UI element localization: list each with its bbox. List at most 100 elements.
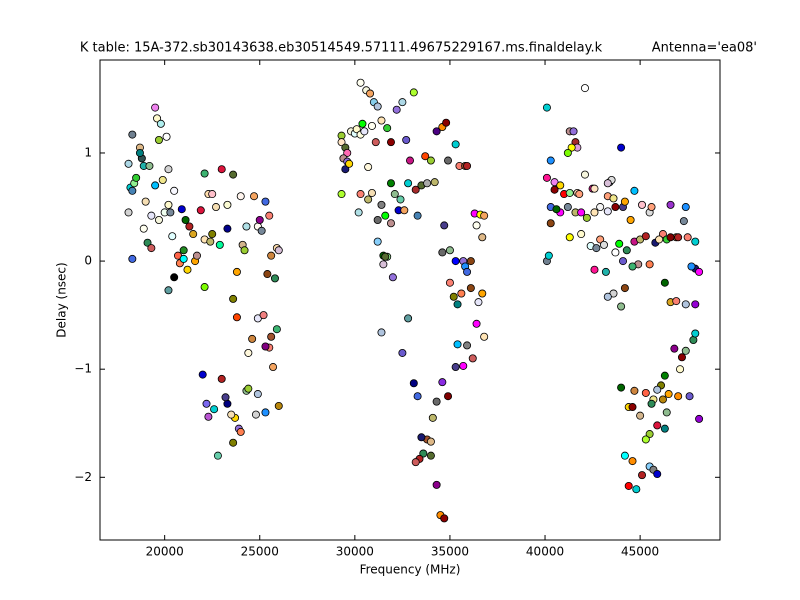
data-point	[421, 152, 430, 161]
data-point	[253, 390, 262, 399]
data-point	[154, 215, 163, 224]
data-point	[358, 119, 367, 128]
data-point	[223, 224, 232, 233]
data-point	[428, 413, 437, 422]
data-point	[691, 237, 700, 246]
data-point	[632, 485, 641, 494]
data-point	[198, 370, 207, 379]
data-point	[423, 179, 432, 188]
data-point	[386, 179, 395, 188]
data-point	[221, 393, 230, 402]
data-point	[377, 200, 386, 209]
data-point	[373, 237, 382, 246]
data-point	[645, 260, 654, 269]
data-point	[426, 156, 435, 165]
data-point	[641, 388, 650, 397]
y-tick-label: −1	[74, 362, 92, 376]
data-point	[445, 246, 454, 255]
data-point	[366, 89, 375, 98]
data-point	[440, 514, 449, 523]
data-point	[457, 289, 466, 298]
plot-area	[100, 60, 720, 540]
data-point	[400, 206, 409, 215]
data-point	[388, 273, 397, 282]
data-point	[405, 156, 414, 165]
data-point	[630, 386, 639, 395]
data-point	[154, 135, 163, 144]
data-point	[398, 98, 407, 107]
data-point	[259, 311, 268, 320]
data-point	[463, 161, 472, 170]
data-point	[603, 292, 612, 301]
data-point	[261, 342, 270, 351]
data-point	[390, 190, 399, 199]
data-point	[638, 471, 647, 480]
data-point	[139, 224, 148, 233]
data-point	[653, 470, 662, 479]
data-point	[575, 190, 584, 199]
data-point	[628, 262, 637, 271]
data-point	[177, 205, 186, 214]
data-point	[620, 197, 629, 206]
x-tick-label: 20000	[146, 545, 184, 559]
data-point	[189, 230, 198, 239]
data-point	[463, 341, 472, 350]
data-point	[364, 195, 373, 204]
data-point	[442, 118, 451, 127]
data-point	[660, 278, 669, 287]
data-point	[204, 412, 213, 421]
data-point	[261, 197, 270, 206]
data-point	[373, 215, 382, 224]
x-tick-label: 40000	[526, 545, 564, 559]
data-point	[674, 392, 683, 401]
data-point	[164, 286, 173, 295]
data-point	[556, 181, 565, 190]
data-point	[658, 395, 667, 404]
data-point	[626, 215, 635, 224]
y-tick-label: 1	[84, 145, 92, 159]
data-point	[670, 344, 679, 353]
data-point	[132, 173, 141, 182]
data-point	[463, 267, 472, 276]
data-point	[550, 185, 559, 194]
data-point	[685, 392, 694, 401]
data-point	[624, 481, 633, 490]
data-point	[402, 135, 411, 144]
data-point	[345, 159, 354, 168]
data-point	[255, 215, 264, 224]
data-point	[128, 254, 137, 263]
data-point	[611, 203, 620, 212]
data-point	[567, 143, 576, 152]
plot-frame	[99, 59, 721, 541]
data-points	[124, 78, 704, 523]
data-point	[641, 435, 650, 444]
data-point	[601, 267, 610, 276]
data-point	[596, 235, 605, 244]
data-point	[660, 424, 669, 433]
data-point	[620, 284, 629, 293]
data-point	[472, 221, 481, 230]
data-point	[480, 332, 489, 341]
data-point	[451, 140, 460, 149]
data-point	[658, 230, 667, 239]
data-point	[453, 300, 462, 309]
data-point	[274, 246, 283, 255]
data-point	[206, 237, 215, 246]
data-point	[611, 248, 620, 257]
data-point	[141, 197, 150, 206]
data-point	[272, 325, 281, 334]
data-point	[232, 313, 241, 322]
data-point	[367, 188, 376, 197]
data-point	[217, 374, 226, 383]
data-point	[413, 392, 422, 401]
data-point	[377, 116, 386, 125]
data-point	[440, 221, 449, 230]
data-point	[577, 230, 586, 239]
data-point	[217, 165, 226, 174]
data-point	[653, 421, 662, 430]
data-point	[210, 405, 219, 414]
data-point	[630, 186, 639, 195]
data-point	[179, 246, 188, 255]
data-point	[444, 392, 453, 401]
data-point	[379, 260, 388, 269]
